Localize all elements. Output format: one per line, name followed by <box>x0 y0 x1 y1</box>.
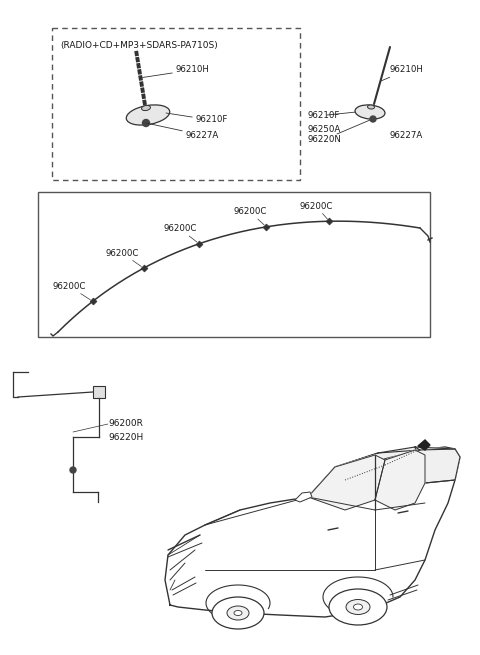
Ellipse shape <box>227 606 249 620</box>
Polygon shape <box>418 440 430 450</box>
Ellipse shape <box>346 599 370 614</box>
Ellipse shape <box>353 604 362 610</box>
Ellipse shape <box>142 105 150 111</box>
Text: 96200C: 96200C <box>300 202 333 219</box>
Text: 96210F: 96210F <box>308 111 340 119</box>
Text: 96250A: 96250A <box>308 124 341 134</box>
Ellipse shape <box>126 105 170 125</box>
Ellipse shape <box>355 105 385 119</box>
Text: 96200C: 96200C <box>163 224 197 242</box>
Polygon shape <box>308 447 420 497</box>
Text: 96210H: 96210H <box>143 66 209 77</box>
Polygon shape <box>415 447 460 483</box>
Ellipse shape <box>234 610 242 616</box>
Bar <box>38 192 430 337</box>
Circle shape <box>70 467 76 473</box>
Text: 96227A: 96227A <box>390 132 423 141</box>
Text: 96200R: 96200R <box>108 419 143 428</box>
Text: 96200C: 96200C <box>233 208 267 225</box>
Polygon shape <box>295 492 312 502</box>
Text: 96220N: 96220N <box>308 134 342 143</box>
Circle shape <box>370 116 376 122</box>
Ellipse shape <box>212 597 264 629</box>
Text: (RADIO+CD+MP3+SDARS-PA710S): (RADIO+CD+MP3+SDARS-PA710S) <box>60 41 218 50</box>
Bar <box>52 28 300 180</box>
Polygon shape <box>308 455 385 510</box>
Bar <box>93 386 105 398</box>
Text: 96210H: 96210H <box>380 66 424 81</box>
Text: 96200C: 96200C <box>53 282 90 300</box>
Text: 96210F: 96210F <box>166 113 228 124</box>
Ellipse shape <box>368 105 374 109</box>
Ellipse shape <box>329 589 387 625</box>
Text: 96227A: 96227A <box>146 123 218 140</box>
Polygon shape <box>165 447 460 617</box>
Text: 96200C: 96200C <box>106 249 141 267</box>
Circle shape <box>143 119 149 126</box>
Text: 96220H: 96220H <box>108 432 143 441</box>
Polygon shape <box>375 450 425 510</box>
